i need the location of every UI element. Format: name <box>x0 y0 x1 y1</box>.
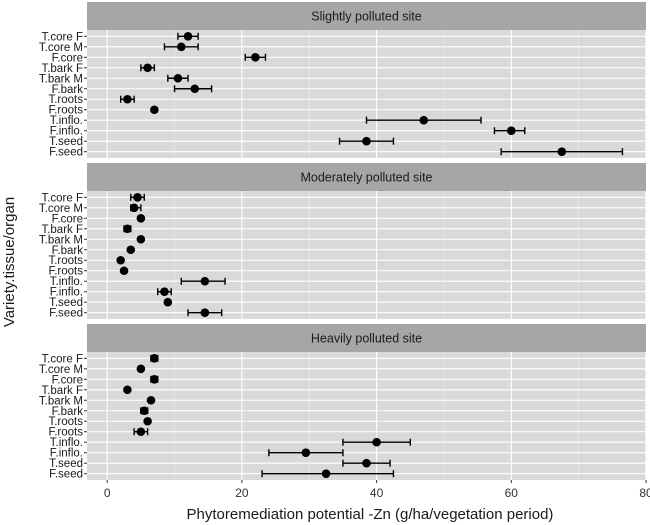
data-point <box>183 31 193 41</box>
y-tick-label: T.core M <box>39 203 83 215</box>
data-point <box>146 395 156 405</box>
data-point <box>419 115 429 125</box>
y-tick-label: F.seed <box>49 469 83 481</box>
data-point <box>173 73 183 83</box>
panel-background <box>87 191 646 319</box>
data-point <box>150 353 159 363</box>
y-tick-label: T.inflo. <box>50 437 83 449</box>
y-tick-label: F.inflo. <box>50 287 83 299</box>
y-tick-label: T.bark F <box>41 385 83 397</box>
data-point <box>200 308 210 318</box>
panel-background <box>87 352 646 480</box>
data-point <box>143 416 152 426</box>
y-tick-label: F.seed <box>49 147 83 159</box>
data-point <box>507 126 516 136</box>
y-tick-label: T.bark M <box>39 73 83 85</box>
y-tick-label: T.core F <box>41 353 83 365</box>
data-point <box>160 287 169 297</box>
data-point <box>176 42 186 52</box>
data-point <box>123 94 132 104</box>
x-axis: 0 20 40 60 80 <box>104 480 650 500</box>
data-point <box>362 136 371 146</box>
data-point <box>321 469 331 479</box>
data-point <box>200 276 210 286</box>
y-tick-label: F.core <box>52 374 83 386</box>
y-tick-label: F.core <box>52 52 83 64</box>
facet-strip <box>87 163 646 191</box>
y-axis-title: Variety.tissue/organ <box>1 197 18 327</box>
data-point <box>133 192 142 202</box>
y-tick-label: F.roots <box>48 105 83 117</box>
data-point <box>190 84 200 94</box>
y-tick-label: T.inflo. <box>50 115 83 127</box>
y-tick-label: T.bark F <box>41 224 83 236</box>
y-tick-label: T.core M <box>39 364 83 376</box>
data-point <box>136 427 146 437</box>
data-point <box>150 374 159 384</box>
data-point <box>143 63 152 73</box>
data-point <box>136 364 146 374</box>
x-tick-label: 80 <box>639 486 650 500</box>
data-point <box>362 458 371 468</box>
x-tick-label: 60 <box>505 486 519 500</box>
y-tick-label: T.seed <box>49 458 83 470</box>
data-point <box>129 203 139 213</box>
data-point <box>251 52 260 62</box>
y-tick-label: F.bark <box>52 406 84 418</box>
facet-strip <box>87 2 646 30</box>
y-tick-label: T.bark F <box>41 63 83 75</box>
y-tick-label: T.core F <box>41 192 83 204</box>
facet-title: Moderately polluted site <box>300 171 432 185</box>
y-tick-label: F.roots <box>48 427 83 439</box>
x-tick-label: 20 <box>235 486 249 500</box>
data-point <box>150 105 159 115</box>
y-tick-label: F.core <box>52 213 83 225</box>
data-point <box>557 147 567 157</box>
data-point <box>119 266 129 276</box>
y-tick-label: T.seed <box>49 297 83 309</box>
y-tick-label: F.bark <box>52 84 84 96</box>
y-tick-label: F.bark <box>52 245 84 257</box>
data-point <box>116 255 125 265</box>
facet-title: Heavily polluted site <box>311 332 422 346</box>
data-point <box>139 406 149 416</box>
data-point <box>136 234 146 244</box>
y-tick-label: T.inflo. <box>50 276 83 288</box>
y-tick-label: T.roots <box>48 94 83 106</box>
facet-title: Slightly polluted site <box>311 10 422 24</box>
y-tick-label: F.inflo. <box>50 448 83 460</box>
y-tick-label: T.core M <box>39 42 83 54</box>
y-tick-label: T.roots <box>48 255 83 267</box>
x-axis-title: Phytoremediation potential -Zn (g/ha/veg… <box>187 506 554 523</box>
data-point <box>136 213 146 223</box>
y-tick-label: T.seed <box>49 136 83 148</box>
data-point <box>123 224 132 234</box>
facet-strip <box>87 324 646 352</box>
panel-background <box>87 30 646 158</box>
facet-panel: Moderately polluted site T.core FT.core M… <box>39 163 647 320</box>
data-point <box>126 245 136 255</box>
facet-panel: Heavily polluted site T.core FT.core MF.c… <box>39 324 647 481</box>
x-tick-label: 0 <box>104 486 111 500</box>
data-point <box>372 437 381 447</box>
data-point <box>123 385 132 395</box>
y-tick-label: T.bark M <box>39 234 83 246</box>
data-point <box>163 297 173 307</box>
y-tick-label: T.core F <box>41 31 83 43</box>
y-tick-label: T.bark M <box>39 395 83 407</box>
y-tick-label: F.inflo. <box>50 126 83 138</box>
x-tick-label: 40 <box>370 486 384 500</box>
data-point <box>301 448 311 458</box>
y-tick-label: F.roots <box>48 266 83 278</box>
y-tick-label: T.roots <box>48 416 83 428</box>
y-tick-label: F.seed <box>49 308 83 320</box>
